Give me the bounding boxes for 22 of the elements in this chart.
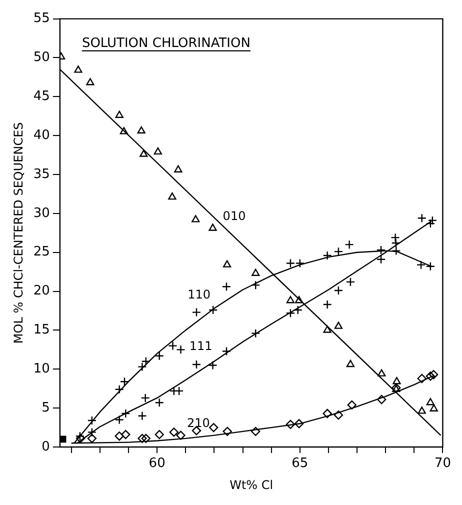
y-tick-label: 45 [33, 89, 50, 104]
x-tick-label: 60 [148, 456, 166, 472]
x-axis-title: Wt% Cl [230, 478, 274, 492]
y-tick-label: 10 [33, 362, 50, 377]
y-tick-label: 0 [42, 439, 50, 454]
series-label: 010 [222, 208, 246, 223]
y-tick-label: 35 [33, 166, 50, 182]
y-tick-label: 25 [33, 244, 50, 260]
y-tick-label: 5 [42, 400, 50, 416]
x-tick-label: 70 [434, 456, 451, 472]
y-tick-label: 30 [33, 206, 50, 221]
series-label: 110 [188, 288, 211, 302]
x-tick-label: 65 [292, 456, 308, 472]
y-tick-label: 40 [33, 128, 50, 143]
y-tick-label: 20 [33, 284, 50, 299]
y-tick-label: 50 [33, 50, 50, 66]
series-label: 111 [189, 339, 212, 354]
y-axis-title: MOL % CHCl-CENTERED SEQUENCES [11, 122, 26, 344]
series-label: 210 [187, 416, 210, 430]
y-tick-label: 15 [33, 322, 50, 338]
text: SOLUTION CHLORINATION [82, 36, 250, 51]
y-tick-label: 55 [33, 11, 50, 26]
